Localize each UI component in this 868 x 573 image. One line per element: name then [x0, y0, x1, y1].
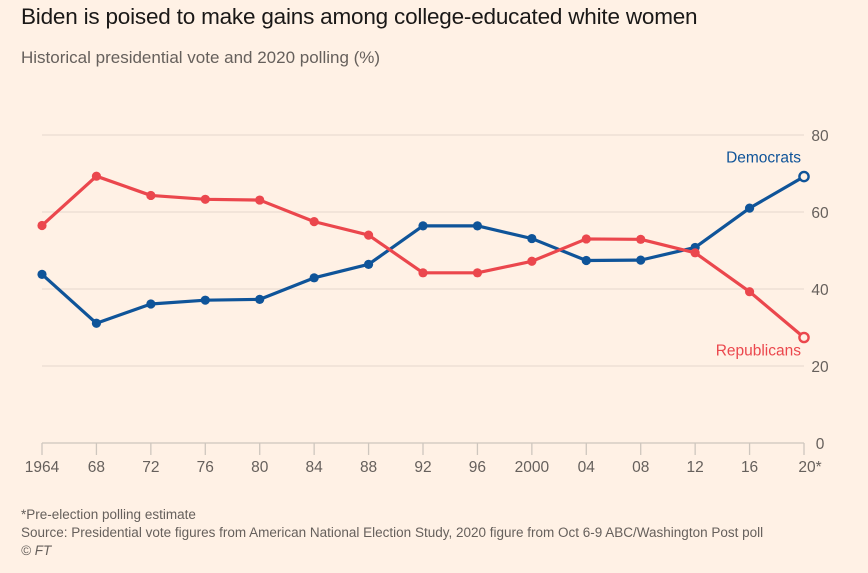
republicans-point	[37, 220, 47, 231]
democrats-point	[255, 294, 265, 304]
republicans-point	[363, 230, 374, 240]
republicans-point	[744, 287, 755, 297]
y-tick-label: 80	[811, 128, 829, 145]
y-tick-label: 20	[811, 359, 829, 376]
x-tick-label: 76	[197, 459, 214, 476]
republicans-point-hollow	[798, 331, 810, 344]
x-tick-label: 2000	[515, 459, 550, 476]
x-tick-label: 16	[741, 459, 758, 476]
republicans-point	[636, 234, 646, 244]
democrats-point	[37, 269, 47, 279]
republicans-point	[581, 234, 591, 244]
democrats-point	[146, 299, 156, 309]
x-tick-label: 92	[414, 459, 431, 476]
democrats-label: Democrats	[726, 150, 801, 167]
y-tick-label: 60	[811, 205, 829, 222]
x-tick-label: 88	[360, 459, 377, 476]
x-tick-label: 84	[306, 459, 324, 476]
x-tick-label: 1964	[25, 459, 60, 476]
republicans-point	[255, 195, 265, 205]
democrats-point	[581, 255, 591, 266]
democrats-point	[418, 221, 428, 231]
copyright: © FT	[21, 543, 52, 558]
republicans-label: Republicans	[716, 343, 802, 360]
x-tick-label: 12	[687, 459, 704, 476]
democrats-point	[309, 273, 319, 283]
republicans-point	[200, 194, 210, 204]
source-note: Source: Presidential vote figures from A…	[21, 525, 764, 540]
x-tick-label: 20*	[798, 459, 821, 476]
democrats-point	[91, 318, 102, 328]
x-tick-label: 04	[578, 459, 596, 476]
x-tick-label: 08	[632, 459, 649, 476]
x-axis: 1964 68 72 76 80 84 88 92 96 2000 04 08 12 16 20*	[25, 442, 822, 476]
y-tick-label: 40	[811, 282, 829, 299]
chart-footer: *Pre-election polling estimate Source: P…	[21, 506, 763, 560]
republicans-point	[472, 268, 483, 278]
x-tick-label: 96	[469, 459, 486, 476]
gridlines	[42, 134, 804, 367]
republicans-point	[527, 256, 537, 266]
series-group	[37, 170, 810, 344]
x-tick-label: 68	[88, 459, 105, 476]
x-tick-label: 80	[251, 459, 269, 476]
democrats-point	[527, 233, 537, 244]
republicans-point	[418, 268, 428, 278]
republicans-point	[91, 171, 102, 181]
x-tick-label: 72	[142, 459, 159, 476]
democrats-point	[200, 295, 210, 305]
democrats-point-hollow	[798, 170, 810, 183]
democrats-point	[363, 259, 374, 269]
republicans-point	[690, 248, 700, 258]
republicans-point	[309, 217, 319, 227]
chart-subtitle: Historical presidential vote and 2020 po…	[21, 48, 381, 67]
democrats-point	[744, 203, 755, 213]
republicans-line	[40, 174, 806, 340]
footnote: *Pre-election polling estimate	[21, 507, 196, 522]
chart-title: Biden is poised to make gains among coll…	[21, 4, 698, 29]
y-axis: 0 20 40 60 80	[811, 128, 829, 453]
democrats-point	[636, 255, 646, 265]
democrats-point	[472, 221, 483, 231]
series-labels: Democrats Republicans	[716, 150, 802, 360]
republicans-point	[146, 190, 156, 201]
y-tick-label: 0	[816, 436, 825, 453]
